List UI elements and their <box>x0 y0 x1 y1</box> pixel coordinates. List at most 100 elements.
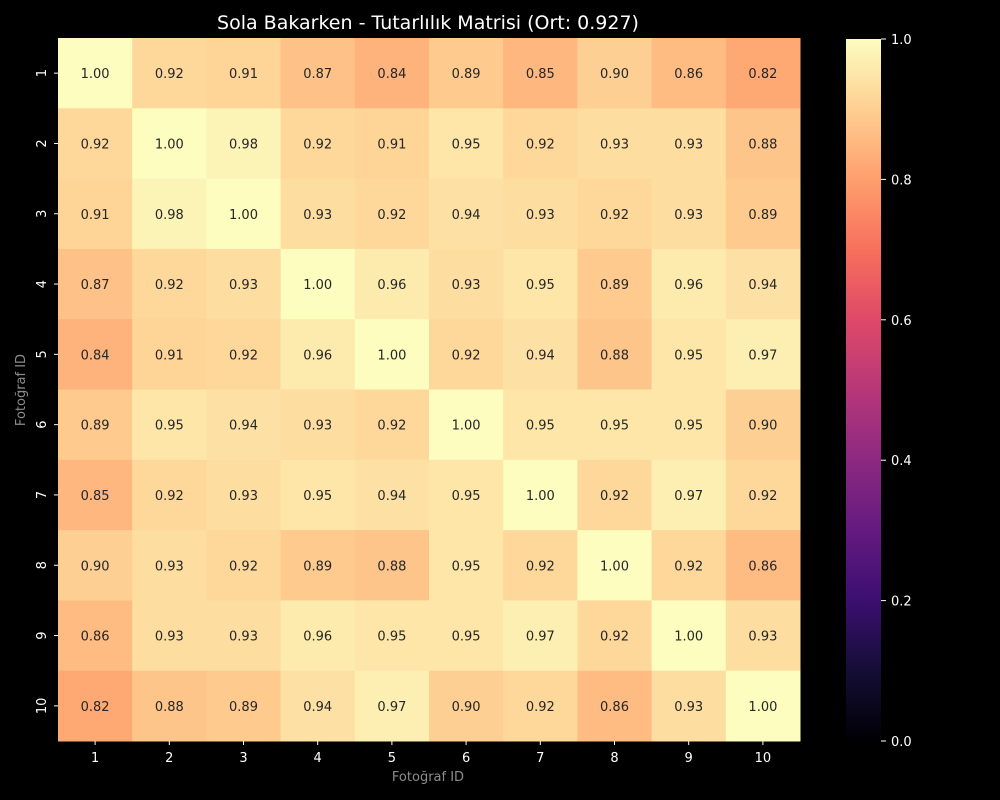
cell-label-r6-c6: 1.00 <box>452 419 481 434</box>
heatmap-cell-r8-c3 <box>206 530 282 601</box>
cell-label-r5-c2: 0.91 <box>155 348 184 363</box>
cell-label-r2-c7: 0.92 <box>526 137 555 152</box>
cell-label-r2-c1: 0.92 <box>81 137 110 152</box>
cell-label-r8-c10: 0.86 <box>748 559 777 574</box>
cell-label-r5-c8: 0.88 <box>600 348 629 363</box>
cell-label-r7-c8: 0.92 <box>600 489 629 504</box>
cell-label-r9-c7: 0.97 <box>526 630 555 645</box>
y-tick-label-8: 8 <box>35 561 50 569</box>
cell-label-r4-c5: 0.96 <box>377 278 406 293</box>
heatmap-cell-r9-c1 <box>58 600 133 672</box>
cell-label-r7-c1: 0.85 <box>81 489 110 504</box>
cell-label-r7-c2: 0.92 <box>155 489 184 504</box>
heatmap-cell-r7-c10 <box>725 459 801 531</box>
cell-label-r7-c7: 1.00 <box>526 489 555 504</box>
heatmap-cell-r3-c10 <box>725 178 801 250</box>
cell-label-r7-c5: 0.94 <box>377 489 406 504</box>
heatmap-cell-r8-c10 <box>725 530 801 601</box>
heatmap-cell-r1-c9 <box>651 38 727 109</box>
cell-label-r9-c8: 0.92 <box>600 630 629 645</box>
x-tick-label-3: 3 <box>239 751 247 766</box>
cell-label-r5-c5: 1.00 <box>377 348 406 363</box>
colorbar-tick-label-1.0: 1.0 <box>891 33 912 48</box>
heatmap-cell-r9-c2 <box>132 600 207 672</box>
cell-label-r7-c10: 0.92 <box>748 489 777 504</box>
cell-label-r10-c6: 0.90 <box>452 700 481 715</box>
heatmap-cell-r8-c4 <box>280 530 356 601</box>
heatmap-cell-r7-c4 <box>280 459 356 531</box>
colorbar-tick-label-0.8: 0.8 <box>891 173 912 188</box>
heatmap-cells: 1.00 0.92 0.91 0.87 0.84 0.89 0.85 0.90 0.86 0.82… <box>58 38 801 742</box>
cell-label-r3-c5: 0.92 <box>377 208 406 223</box>
x-tick-label-7: 7 <box>536 751 544 766</box>
cell-label-r4-c9: 0.96 <box>674 278 703 293</box>
heatmap-cell-r10-c5 <box>354 670 430 742</box>
heatmap-cell-r3-c2 <box>132 178 207 250</box>
cell-label-r2-c3: 0.98 <box>229 137 258 152</box>
cell-label-r9-c10: 0.93 <box>748 630 777 645</box>
cell-label-r10-c3: 0.89 <box>229 700 258 715</box>
cell-label-r3-c6: 0.94 <box>452 208 481 223</box>
cell-label-r10-c10: 1.00 <box>748 700 777 715</box>
cell-label-r6-c5: 0.92 <box>377 419 406 434</box>
cell-label-r8-c5: 0.88 <box>377 559 406 574</box>
heatmap-cell-r1-c2 <box>132 38 207 109</box>
heatmap-cell-r4-c9 <box>651 248 727 320</box>
heatmap-cell-r2-c2 <box>132 108 207 180</box>
heatmap-cell-r8-c7 <box>503 530 578 601</box>
heatmap-cell-r6-c8 <box>577 389 653 461</box>
heatmap-cell-r7-c5 <box>354 459 430 531</box>
heatmap-cell-r3-c3 <box>206 178 282 250</box>
heatmap-cell-r3-c6 <box>429 178 504 250</box>
heatmap-cell-r1-c10 <box>725 38 801 109</box>
heatmap-cell-r4-c8 <box>577 248 653 320</box>
heatmap-cell-r2-c5 <box>354 108 430 180</box>
heatmap-cell-r7-c8 <box>577 459 653 531</box>
cell-label-r1-c2: 0.92 <box>155 67 184 82</box>
heatmap-cell-r8-c9 <box>651 530 727 601</box>
cell-label-r4-c1: 0.87 <box>81 278 110 293</box>
heatmap-cell-r9-c8 <box>577 600 653 672</box>
cell-label-r9-c6: 0.95 <box>452 630 481 645</box>
chart-title: Sola Bakarken - Tutarlılık Matrisi (Ort:… <box>217 12 639 34</box>
heatmap-cell-r4-c10 <box>725 248 801 320</box>
cell-label-r3-c10: 0.89 <box>748 208 777 223</box>
heatmap-cell-r5-c3 <box>206 319 282 390</box>
heatmap-cell-r9-c5 <box>354 600 430 672</box>
heatmap-cell-r4-c3 <box>206 248 282 320</box>
heatmap-cell-r7-c6 <box>429 459 504 531</box>
colorbar-tick-label-0.2: 0.2 <box>891 595 912 610</box>
heatmap-cell-r8-c6 <box>429 530 504 601</box>
heatmap-cell-r2-c4 <box>280 108 356 180</box>
cell-label-r4-c3: 0.93 <box>229 278 258 293</box>
cell-label-r3-c7: 0.93 <box>526 208 555 223</box>
cell-label-r9-c1: 0.86 <box>81 630 110 645</box>
cell-label-r1-c9: 0.86 <box>674 67 703 82</box>
cell-label-r8-c8: 1.00 <box>600 559 629 574</box>
cell-label-r8-c3: 0.92 <box>229 559 258 574</box>
cell-label-r10-c1: 0.82 <box>81 700 110 715</box>
cell-label-r10-c4: 0.94 <box>303 700 332 715</box>
heatmap-cell-r6-c2 <box>132 389 207 461</box>
heatmap-cell-r8-c8 <box>577 530 653 601</box>
cell-label-r6-c10: 0.90 <box>748 419 777 434</box>
cell-label-r1-c4: 0.87 <box>303 67 332 82</box>
heatmap-cell-r6-c3 <box>206 389 282 461</box>
x-tick-label-1: 1 <box>91 751 99 766</box>
cell-label-r5-c7: 0.94 <box>526 348 555 363</box>
heatmap-cell-r2-c1 <box>58 108 133 180</box>
y-tick-label-3: 3 <box>35 210 50 218</box>
cell-label-r10-c7: 0.92 <box>526 700 555 715</box>
cell-label-r9-c4: 0.96 <box>303 630 332 645</box>
cell-label-r10-c9: 0.93 <box>674 700 703 715</box>
heatmap-cell-r8-c5 <box>354 530 430 601</box>
x-tick-label-6: 6 <box>462 751 470 766</box>
cell-label-r3-c1: 0.91 <box>81 208 110 223</box>
heatmap-cell-r2-c6 <box>429 108 504 180</box>
cell-label-r3-c4: 0.93 <box>303 208 332 223</box>
cell-label-r8-c4: 0.89 <box>303 559 332 574</box>
heatmap-cell-r10-c7 <box>503 670 578 742</box>
cell-label-r5-c3: 0.92 <box>229 348 258 363</box>
heatmap-cell-r10-c3 <box>206 670 282 742</box>
heatmap-cell-r3-c4 <box>280 178 356 250</box>
